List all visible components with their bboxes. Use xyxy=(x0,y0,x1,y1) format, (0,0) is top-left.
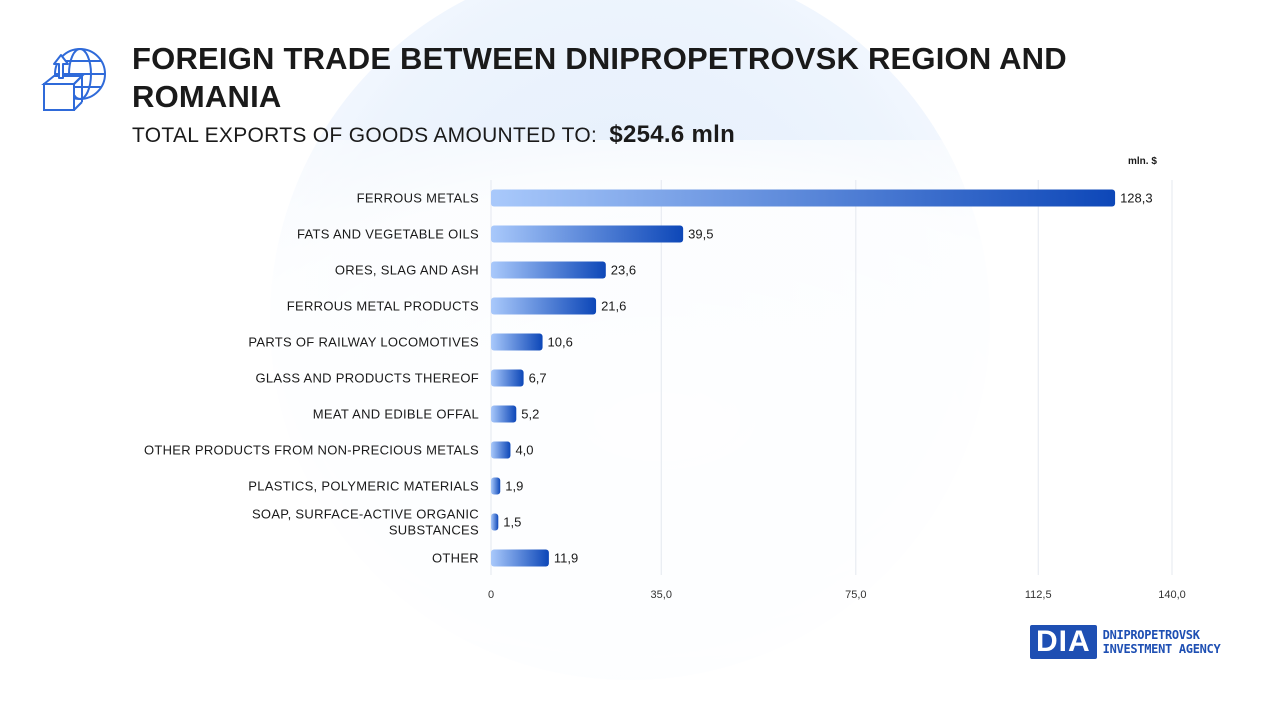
subtitle-value: $254.6 mln xyxy=(609,121,736,148)
value-label: 1,5 xyxy=(503,515,521,530)
value-label: 21,6 xyxy=(601,299,626,314)
page-subtitle: TOTAL EXPORTS OF GOODS AMOUNTED TO: $254… xyxy=(132,121,735,149)
unit-label: mln. $ xyxy=(1128,156,1157,167)
category-label: GLASS AND PRODUCTS THEREOF xyxy=(255,371,479,386)
bar xyxy=(491,369,524,387)
bar xyxy=(491,405,517,423)
value-label: 11,9 xyxy=(554,551,578,566)
value-label: 1,9 xyxy=(505,479,523,494)
bar xyxy=(491,333,543,351)
brand-text: DNIPROPETROVSK INVESTMENT AGENCY xyxy=(1103,628,1221,656)
x-tick-label: 140,0 xyxy=(1158,589,1186,601)
category-label: FATS AND VEGETABLE OILS xyxy=(297,227,479,242)
bar xyxy=(491,225,684,243)
category-label: ORES, SLAG AND ASH xyxy=(335,263,479,278)
page-title: FOREIGN TRADE BETWEEN DNIPROPETROVSK REG… xyxy=(132,41,1067,114)
category-label: PLASTICS, POLYMERIC MATERIALS xyxy=(248,479,479,494)
value-label: 10,6 xyxy=(548,335,573,350)
category-label: FERROUS METALS xyxy=(357,191,479,206)
category-label: SOAP, SURFACE-ACTIVE ORGANIC xyxy=(252,507,479,522)
category-label: MEAT AND EDIBLE OFFAL xyxy=(313,407,479,422)
x-tick-label: 35,0 xyxy=(651,589,672,601)
bar xyxy=(491,189,1116,207)
value-label: 5,2 xyxy=(521,407,539,422)
category-label: OTHER xyxy=(432,551,479,566)
category-label: FERROUS METAL PRODUCTS xyxy=(287,299,479,314)
value-label: 6,7 xyxy=(529,371,547,386)
value-label: 128,3 xyxy=(1120,191,1153,206)
brand-logo: DIA DNIPROPETROVSK INVESTMENT AGENCY xyxy=(1030,622,1221,662)
bar xyxy=(491,549,549,567)
brand-mark: DIA xyxy=(1030,625,1097,659)
brand-line-2: INVESTMENT AGENCY xyxy=(1102,642,1221,656)
value-label: 39,5 xyxy=(688,227,713,242)
category-label: SUBSTANCES xyxy=(389,523,479,538)
bar xyxy=(491,513,499,531)
brand-line-1: DNIPROPETROVSK xyxy=(1102,628,1200,642)
bar xyxy=(491,441,511,459)
globe-box-export-icon xyxy=(41,48,106,111)
bar xyxy=(491,297,597,315)
bar xyxy=(491,477,501,495)
subtitle-label: TOTAL EXPORTS OF GOODS AMOUNTED TO: xyxy=(132,124,598,147)
x-tick-label: 75,0 xyxy=(845,589,866,601)
value-label: 4,0 xyxy=(515,443,533,458)
x-tick-label: 0 xyxy=(488,589,494,601)
x-tick-label: 112,5 xyxy=(1025,589,1052,601)
bar xyxy=(491,261,606,279)
category-label: OTHER PRODUCTS FROM NON-PRECIOUS METALS xyxy=(144,443,479,458)
category-label: PARTS OF RAILWAY LOCOMOTIVES xyxy=(248,335,479,350)
value-label: 23,6 xyxy=(611,263,636,278)
